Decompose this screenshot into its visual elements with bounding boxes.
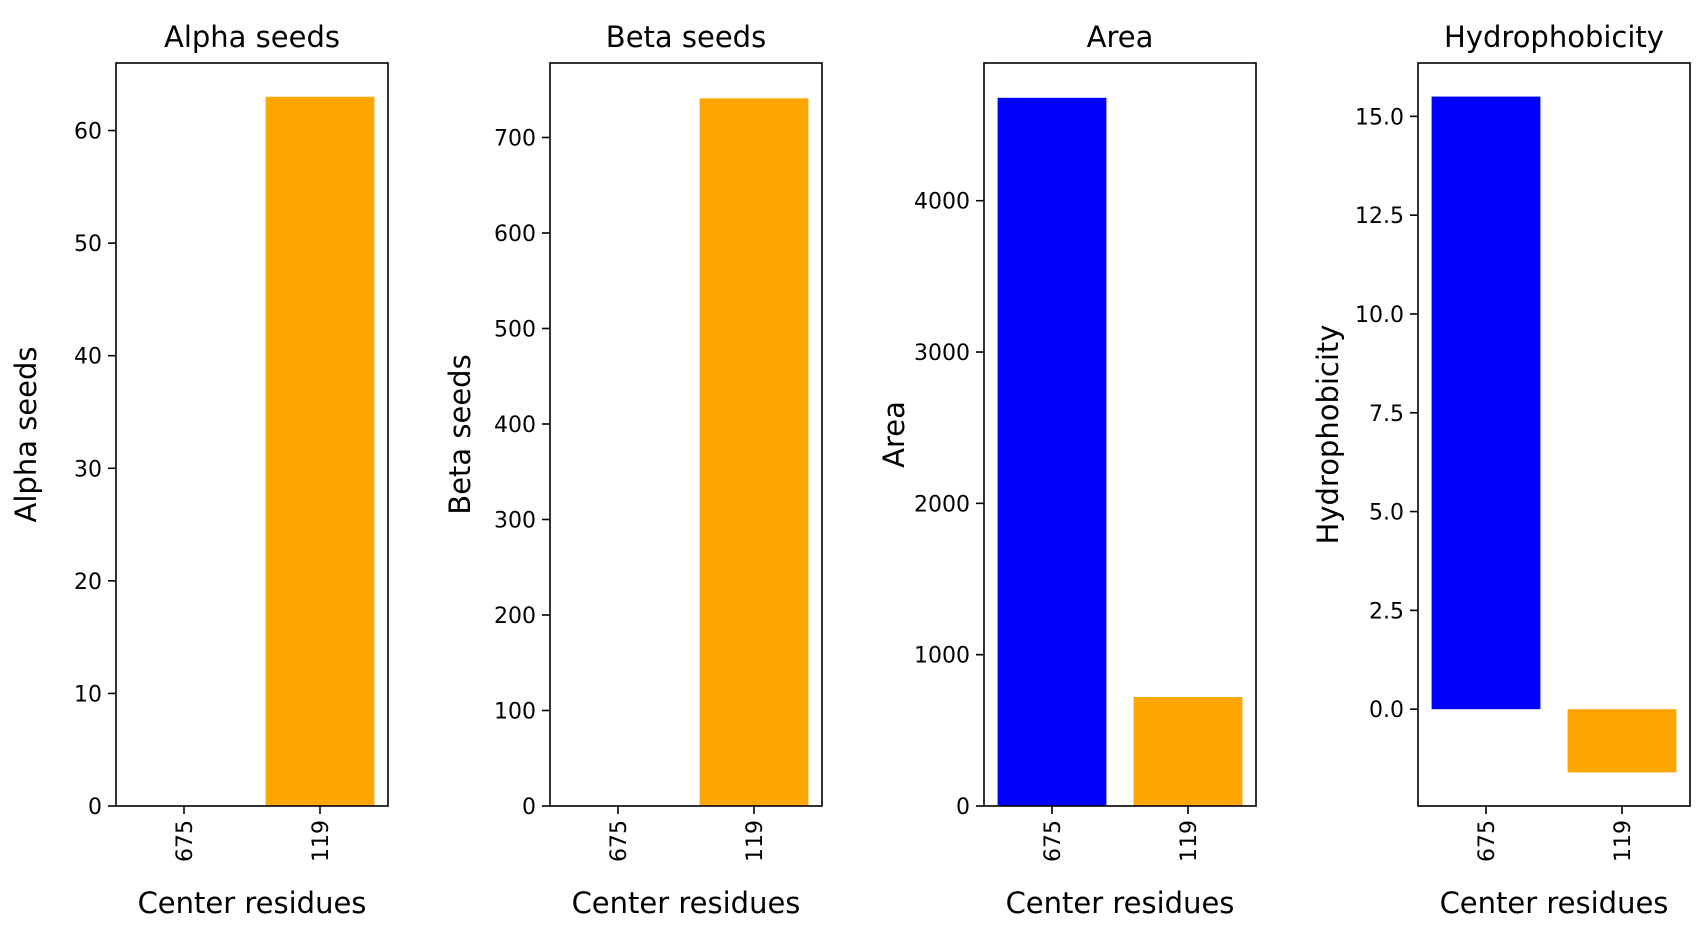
y-tick-label: 0: [88, 795, 102, 820]
x-axis-label: Center residues: [1006, 886, 1235, 920]
y-tick-label: 400: [494, 413, 536, 438]
y-axis-label: Area: [877, 401, 911, 468]
y-tick-label: 700: [494, 126, 536, 151]
chart-panel-1: 675 119 0 10 20 30 40 50 60 Alpha seeds Center res…: [9, 20, 389, 920]
bar-119: [1133, 697, 1243, 806]
y-tick-label: 60: [74, 120, 102, 145]
y-tick-label: 300: [494, 508, 536, 533]
panel-title: Area: [1087, 20, 1154, 54]
bar-119: [265, 96, 375, 806]
y-tick-label: 7.5: [1369, 402, 1404, 427]
plot-frame: [983, 62, 1257, 807]
y-tick-label: 0: [956, 795, 970, 820]
y-tick-label: 500: [494, 317, 536, 342]
chart-panel-3: 675 119 0 1000 2000 3000 4000 Area Center residu…: [877, 20, 1257, 920]
panel-title: Beta seeds: [606, 20, 766, 54]
y-tick-label: 3000: [914, 341, 970, 366]
x-tick-label: 119: [743, 820, 768, 862]
y-tick-label: 10: [74, 682, 102, 707]
plot-frame: [115, 62, 389, 807]
y-tick-label: 12.5: [1355, 204, 1404, 229]
y-tick-label: 50: [74, 232, 102, 257]
x-axis-label: Center residues: [572, 886, 801, 920]
x-axis-label: Center residues: [1440, 886, 1669, 920]
x-tick-label: 675: [607, 820, 632, 862]
y-tick-label: 2000: [914, 492, 970, 517]
y-tick-label: 0: [522, 795, 536, 820]
y-tick-label: 200: [494, 604, 536, 629]
y-tick-label: 100: [494, 699, 536, 724]
y-axis-label: Beta seeds: [443, 354, 477, 514]
x-tick-label: 119: [309, 820, 334, 862]
panel-title: Alpha seeds: [164, 20, 340, 54]
y-tick-label: 600: [494, 222, 536, 247]
plot-frame: [549, 62, 823, 807]
panel-title: Hydrophobicity: [1444, 20, 1664, 54]
y-tick-label: 5.0: [1369, 501, 1404, 526]
y-tick-label: 10.0: [1355, 303, 1404, 328]
x-tick-label: 675: [1041, 820, 1066, 862]
y-tick-label: 0.0: [1369, 698, 1404, 723]
chart-panel-2: 675 119 0 100 200 300 400 500 600 700 Beta seeds Ce…: [443, 20, 823, 920]
plot-frame: [1417, 62, 1691, 807]
bar-675: [997, 97, 1107, 807]
x-tick-label: 119: [1177, 820, 1202, 862]
x-tick-label: 675: [1475, 820, 1500, 862]
bar-119: [1567, 709, 1677, 773]
y-tick-label: 40: [74, 345, 102, 370]
x-tick-label: 119: [1611, 820, 1636, 862]
bar-119: [699, 98, 809, 807]
y-tick-label: 30: [74, 457, 102, 482]
y-tick-label: 2.5: [1369, 599, 1404, 624]
y-tick-label: 20: [74, 570, 102, 595]
bar-675: [1431, 96, 1541, 710]
x-axis-label: Center residues: [138, 886, 367, 920]
y-tick-label: 15.0: [1355, 105, 1404, 130]
x-tick-label: 675: [173, 820, 198, 862]
y-axis-label: Hydrophobicity: [1311, 325, 1345, 545]
y-tick-label: 4000: [914, 190, 970, 215]
y-tick-label: 1000: [914, 644, 970, 669]
y-axis-label: Alpha seeds: [9, 347, 43, 523]
chart-panel-4: 675 119 0.0 2.5 5.0 7.5 10.0 12.5 15.0 Hydrophobi…: [1311, 20, 1691, 920]
